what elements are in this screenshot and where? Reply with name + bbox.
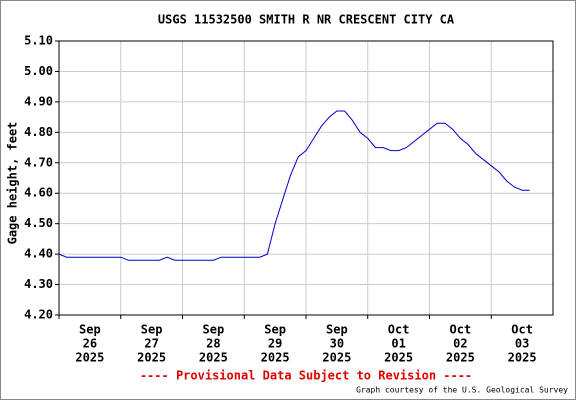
x-tick-label: 01 (391, 337, 405, 351)
x-tick-label: Sep (203, 323, 225, 337)
y-tick-label: 4.60 (24, 186, 53, 200)
y-tick-label: 5.10 (24, 34, 53, 48)
footer: ---- Provisional Data Subject to Revisio… (140, 369, 472, 383)
x-tick-label: Sep (326, 323, 348, 337)
y-axis-label: Gage height, feet (6, 122, 20, 245)
y-tick-label: 4.30 (24, 277, 53, 291)
x-tick-label: 2025 (322, 351, 351, 365)
x-tick-label: 2025 (508, 351, 537, 365)
x-tick-label: 03 (515, 337, 529, 351)
x-tick-label: 2025 (75, 351, 104, 365)
x-tick-label: 27 (144, 337, 158, 351)
x-tick-label: 26 (83, 337, 97, 351)
y-tick-label: 4.70 (24, 155, 53, 169)
data-line (58, 110, 530, 261)
x-tick-label: 2025 (137, 351, 166, 365)
x-tick-label: Sep (264, 323, 286, 337)
x-tick-label: 2025 (384, 351, 413, 365)
y-tick-label: 4.20 (24, 308, 53, 322)
x-tick-label: Sep (79, 323, 101, 337)
x-tick-label: 28 (206, 337, 220, 351)
x-tick-label: Oct (450, 323, 472, 337)
y-tick-label: 4.50 (24, 216, 53, 230)
x-tick-label: 30 (330, 337, 344, 351)
x-tick-label: 02 (453, 337, 467, 351)
x-tick-label: 2025 (446, 351, 475, 365)
x-tick-label: 2025 (199, 351, 228, 365)
plot-border (58, 40, 554, 316)
y-tick-label: 4.80 (24, 125, 53, 139)
credit: Graph courtesy of the U.S. Geological Su… (356, 386, 568, 395)
y-tick-label: 4.40 (24, 247, 53, 261)
x-tick-label: Oct (388, 323, 410, 337)
y-tick-label: 5.00 (24, 64, 53, 78)
chart-title: USGS 11532500 SMITH R NR CRESCENT CITY C… (158, 13, 455, 27)
x-tick-label: 29 (268, 337, 282, 351)
y-tick-label: 4.90 (24, 94, 53, 108)
x-tick-label: 2025 (261, 351, 290, 365)
x-tick-label: Oct (511, 323, 533, 337)
x-tick-label: Sep (141, 323, 163, 337)
